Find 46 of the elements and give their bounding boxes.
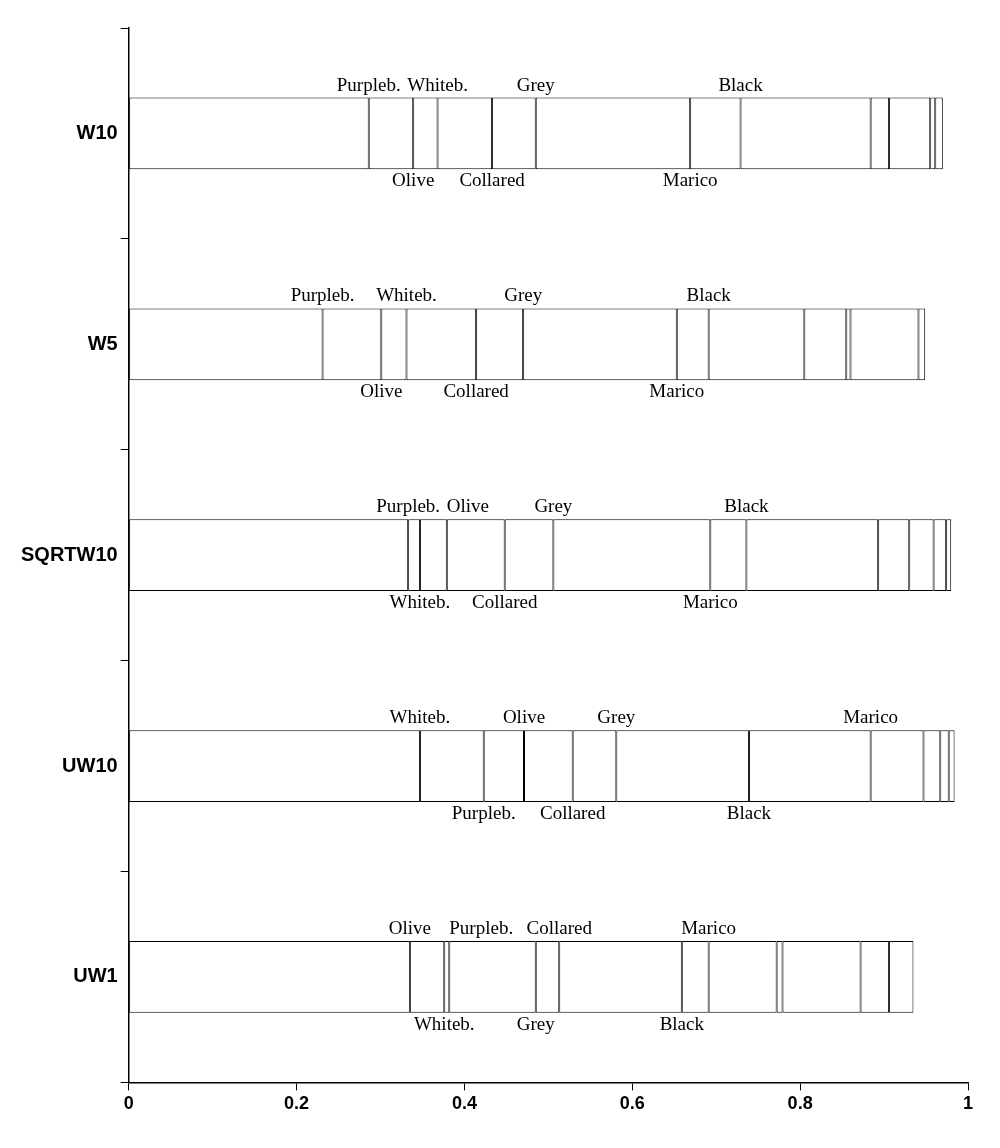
annotation: Olive — [388, 917, 431, 939]
annotation: Grey — [516, 1012, 556, 1034]
annotation: Purpleb. — [290, 284, 355, 306]
annotation: Black — [686, 284, 732, 306]
x-tick-label: 0.4 — [451, 1093, 477, 1114]
annotation: Marico — [843, 706, 899, 728]
y-tick-label: W10 — [76, 120, 118, 143]
annotation: Collared — [443, 380, 510, 402]
annotation: Purpleb. — [449, 917, 514, 939]
annotation: Whiteb. — [407, 73, 468, 95]
annotation: Purpleb. — [336, 73, 401, 95]
annotation: Whiteb. — [376, 284, 437, 306]
annotation: Collared — [471, 591, 538, 613]
annotation: Black — [718, 73, 764, 95]
annotation: Marico — [649, 380, 705, 402]
annotation: Olive — [392, 169, 435, 191]
annotation: Collared — [539, 801, 606, 823]
annotation: Purpleb. — [376, 495, 441, 517]
y-tick-label: UW10 — [62, 753, 118, 776]
annotation: Black — [724, 495, 770, 517]
annotation: Collared — [459, 169, 526, 191]
annotation: Grey — [534, 495, 573, 517]
annotation: Marico — [681, 917, 737, 939]
annotation: Grey — [597, 706, 636, 728]
annotation: Marico — [682, 591, 738, 613]
annotation: Grey — [504, 284, 543, 306]
y-tick-label: W5 — [87, 331, 118, 354]
annotation: Marico — [662, 169, 718, 191]
x-tick-label: 0.2 — [284, 1093, 310, 1114]
annotation: Olive — [360, 380, 403, 402]
annotation: Grey — [516, 73, 556, 95]
annotation: Collared — [526, 917, 593, 939]
x-tick-label: 0.6 — [619, 1093, 645, 1114]
y-tick-label: SQRTW10 — [20, 542, 118, 565]
annotation: Whiteb. — [413, 1012, 475, 1034]
annotation: Olive — [502, 706, 546, 728]
annotation: Purpleb. — [451, 801, 516, 823]
annotation: Black — [726, 801, 772, 823]
x-tick-label: 1 — [962, 1093, 974, 1114]
annotation: Whiteb. — [389, 706, 451, 728]
x-tick-label: 0 — [123, 1093, 134, 1114]
x-tick-label: 0.8 — [787, 1093, 813, 1114]
annotation: Olive — [446, 495, 489, 517]
y-tick-label: UW1 — [73, 964, 118, 987]
annotation: Black — [659, 1012, 705, 1034]
annotation: Whiteb. — [389, 591, 451, 613]
